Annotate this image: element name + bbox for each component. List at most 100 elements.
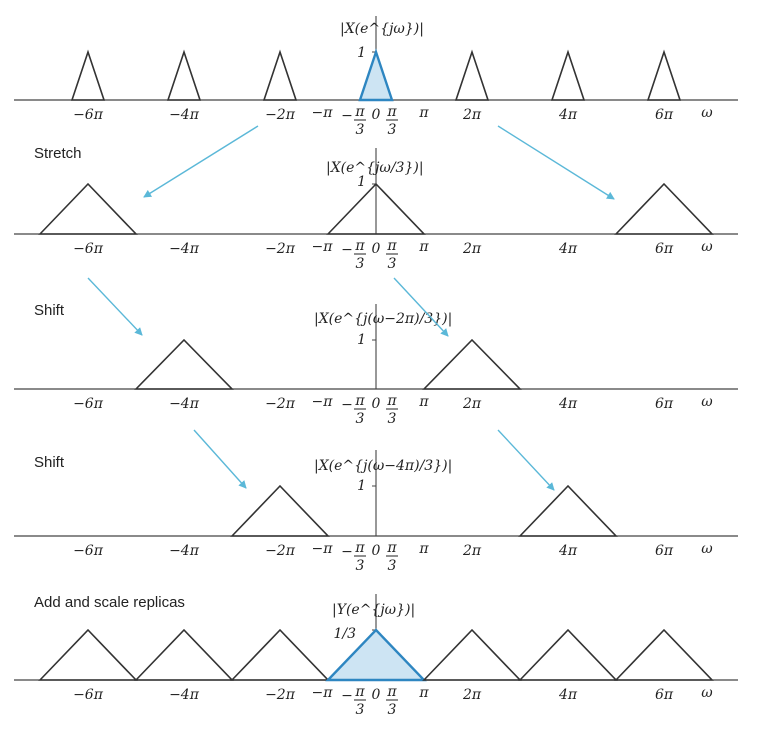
spectrum-replica (614, 628, 714, 681)
tick-neg-sign: − (341, 108, 353, 124)
panel-2: Stretch|X(e^{jω/3})|1−6π −4π −2π −π − π30 π3π 2… (14, 145, 738, 272)
tick-pos4pi: 4π (558, 687, 578, 703)
spectrum-replica (518, 628, 618, 681)
tick-neg-pi3-num: π (354, 684, 365, 700)
tick-negpi: −π (312, 239, 334, 255)
tick-pos4pi: 4π (558, 543, 578, 559)
tick-neg4pi: −4π (169, 241, 200, 257)
spectrum-replica (134, 338, 234, 390)
tick-neg-sign: − (341, 544, 353, 560)
tick-pi3-num: π (386, 104, 397, 120)
spectrum-replica (230, 628, 330, 681)
spectrum-replica (230, 484, 330, 537)
omega-label: ω (701, 541, 713, 557)
tick-pi3-den: 3 (388, 702, 397, 718)
omega-label: ω (701, 685, 713, 701)
tick-neg2pi: −2π (265, 241, 296, 257)
tick-neg-sign: − (341, 688, 353, 704)
panel-2-label: Stretch (34, 145, 82, 162)
panel-4-label: Shift (34, 454, 65, 471)
spectrum-replica (646, 49, 682, 101)
panel-5-label: Add and scale replicas (34, 594, 185, 611)
tick-neg-pi3-den: 3 (356, 558, 365, 574)
tick-pos4pi: 4π (558, 107, 578, 123)
tick-pos2pi: 2π (462, 687, 482, 703)
panel-1-peak-label: 1 (357, 45, 366, 61)
spectrum-replica (70, 49, 106, 101)
omega-label: ω (701, 394, 713, 410)
tick-negpi: −π (312, 541, 334, 557)
tick-pi: π (418, 105, 429, 121)
tick-pos2pi: 2π (462, 543, 482, 559)
tick-pi: π (418, 239, 429, 255)
highlighted-replica (325, 628, 427, 682)
tick-neg2pi: −2π (265, 543, 296, 559)
tick-neg2pi: −2π (265, 396, 296, 412)
spectrum-replica (422, 628, 522, 681)
spectrum-replica (166, 49, 202, 101)
spectrum-replica (454, 49, 490, 101)
omega-label: ω (701, 239, 713, 255)
tick-neg-pi3-num: π (354, 540, 365, 556)
panel-1-formula: |X(e^{jω})| (340, 21, 424, 37)
tick-zero: 0 (372, 396, 381, 412)
tick-negpi: −π (312, 394, 334, 410)
tick-zero: 0 (372, 543, 381, 559)
tick-neg6pi: −6π (73, 396, 104, 412)
tick-neg-pi3-num: π (354, 393, 365, 409)
spectrum-replica (614, 182, 714, 235)
panel-4-formula: |X(e^{j(ω−4π)/3})| (314, 458, 452, 474)
panel-3-formula: |X(e^{j(ω−2π)/3})| (314, 311, 452, 327)
tick-pi3-den: 3 (388, 256, 397, 272)
tick-neg-pi3-den: 3 (356, 122, 365, 138)
tick-negpi: −π (312, 105, 334, 121)
spectrum-replica (38, 182, 138, 235)
tick-neg-pi3-den: 3 (356, 702, 365, 718)
tick-pi3-num: π (386, 238, 397, 254)
tick-neg6pi: −6π (73, 687, 104, 703)
spectrum-replica (550, 49, 586, 101)
tick-zero: 0 (372, 107, 381, 123)
panel-5: Add and scale replicas |Y(e^{jω})|1/3−6π −… (14, 594, 738, 718)
panel-3: Shift |X(e^{j(ω−2π)/3})|1−6π −4π −2π −π − π30 π… (14, 302, 738, 427)
tick-pos6pi: 6π (655, 687, 674, 703)
tick-neg6pi: −6π (73, 241, 104, 257)
spectrum-replica (518, 484, 618, 537)
spectrum-replica (422, 338, 522, 390)
tick-neg2pi: −2π (265, 687, 296, 703)
tick-pi: π (418, 541, 429, 557)
spectrum-replica (134, 628, 234, 681)
tick-neg4pi: −4π (169, 543, 200, 559)
process-arrow-3 (87, 277, 143, 336)
tick-pos4pi: 4π (558, 396, 578, 412)
tick-neg-pi3-den: 3 (356, 256, 365, 272)
panel-1: |X(e^{jω})|1−6π −4π −2π −π − π30 π3π 2π 4π 6π ω (14, 16, 738, 138)
tick-pi3-den: 3 (388, 558, 397, 574)
panel-4-peak-label: 1 (357, 478, 366, 494)
tick-neg4pi: −4π (169, 687, 200, 703)
tick-pos2pi: 2π (462, 107, 482, 123)
panel-5-formula: |Y(e^{jω})| (332, 602, 415, 618)
panel-2-peak-label: 1 (357, 174, 366, 190)
tick-pos2pi: 2π (462, 241, 482, 257)
process-arrow-1 (143, 125, 259, 198)
highlighted-replica (358, 48, 394, 102)
tick-neg-sign: − (341, 397, 353, 413)
tick-pi3-num: π (386, 684, 397, 700)
tick-zero: 0 (372, 241, 381, 257)
tick-pi3-num: π (386, 540, 397, 556)
tick-negpi: −π (312, 685, 334, 701)
process-arrow-6 (497, 429, 555, 491)
tick-neg-pi3-den: 3 (356, 411, 365, 427)
tick-pos6pi: 6π (655, 107, 674, 123)
spectrum-replica (38, 628, 138, 681)
tick-neg-pi3-num: π (354, 104, 365, 120)
tick-pi: π (418, 394, 429, 410)
process-arrow-5 (193, 429, 247, 489)
tick-neg6pi: −6π (73, 543, 104, 559)
process-arrow-2 (497, 125, 615, 200)
tick-pi3-den: 3 (388, 122, 397, 138)
tick-neg-sign: − (341, 242, 353, 258)
panel-5-peak-label: 1/3 (333, 626, 356, 642)
